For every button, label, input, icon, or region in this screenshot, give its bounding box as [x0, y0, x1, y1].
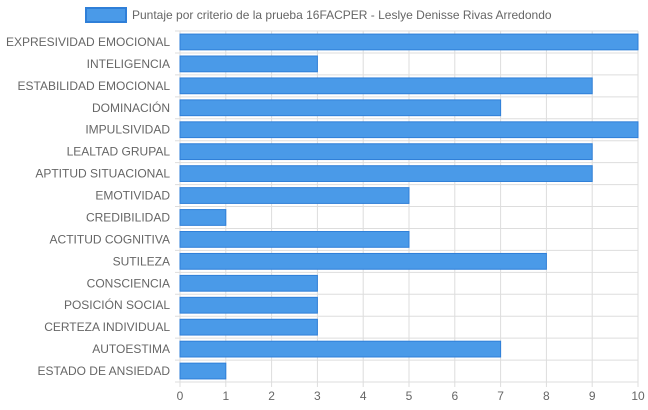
category-label: LEALTAD GRUPAL	[67, 145, 171, 159]
category-label: IMPULSIVIDAD	[85, 123, 170, 137]
legend-label: Puntaje por criterio de la prueba 16FACP…	[132, 8, 552, 22]
category-label: POSICIÓN SOCIAL	[64, 297, 170, 312]
x-tick-label: 0	[177, 389, 184, 403]
bar[interactable]	[179, 318, 318, 336]
bar[interactable]	[179, 209, 227, 226]
category-label: SUTILEZA	[113, 254, 170, 268]
x-tick-label: 9	[589, 389, 596, 403]
x-tick-label: 1	[222, 389, 229, 403]
bar[interactable]	[179, 55, 318, 73]
x-tick-label: 2	[268, 389, 275, 403]
bar[interactable]	[179, 231, 410, 248]
legend-swatch	[85, 7, 127, 23]
category-label: AUTOESTIMA	[92, 342, 170, 356]
x-tick-label: 10	[631, 389, 645, 403]
category-label: CREDIBILIDAD	[86, 210, 170, 224]
legend[interactable]: Puntaje por criterio de la prueba 16FACP…	[85, 7, 552, 23]
bar[interactable]	[179, 33, 639, 51]
category-label: ESTABILIDAD EMOCIONAL	[18, 79, 171, 93]
bar[interactable]	[179, 296, 318, 314]
category-label: EXPRESIVIDAD EMOCIONAL	[6, 35, 170, 49]
bar[interactable]	[179, 362, 227, 380]
bar[interactable]	[179, 340, 502, 358]
bar[interactable]	[179, 143, 593, 161]
bar[interactable]	[179, 187, 410, 204]
x-tick-label: 4	[360, 389, 367, 403]
category-label: EMOTIVIDAD	[95, 189, 170, 203]
x-tick-labels: 0 1 2 3 4 5 6 7 8 9 10	[177, 389, 645, 403]
bar[interactable]	[179, 274, 318, 292]
bars	[179, 33, 639, 380]
category-label: INTELIGENCIA	[87, 57, 170, 71]
category-labels: EXPRESIVIDAD EMOCIONAL INTELIGENCIA ESTABI…	[6, 35, 170, 378]
bar[interactable]	[179, 77, 593, 95]
x-tick-label: 8	[543, 389, 550, 403]
category-label: CONSCIENCIA	[87, 276, 170, 290]
category-label: ESTADO DE ANSIEDAD	[38, 364, 171, 378]
x-tick-label: 3	[314, 389, 321, 403]
category-label: ACTITUD COGNITIVA	[50, 232, 170, 246]
bar[interactable]	[179, 121, 639, 139]
x-tick-label: 6	[451, 389, 458, 403]
category-label: CERTEZA INDIVIDUAL	[44, 320, 170, 334]
x-tick-label: 7	[497, 389, 504, 403]
bar[interactable]	[179, 252, 547, 270]
x-tick-label: 5	[406, 389, 413, 403]
bar[interactable]	[179, 165, 593, 182]
bar[interactable]	[179, 99, 502, 117]
category-label: DOMINACIÓN	[92, 100, 170, 115]
category-label: APTITUD SITUACIONAL	[35, 167, 170, 181]
